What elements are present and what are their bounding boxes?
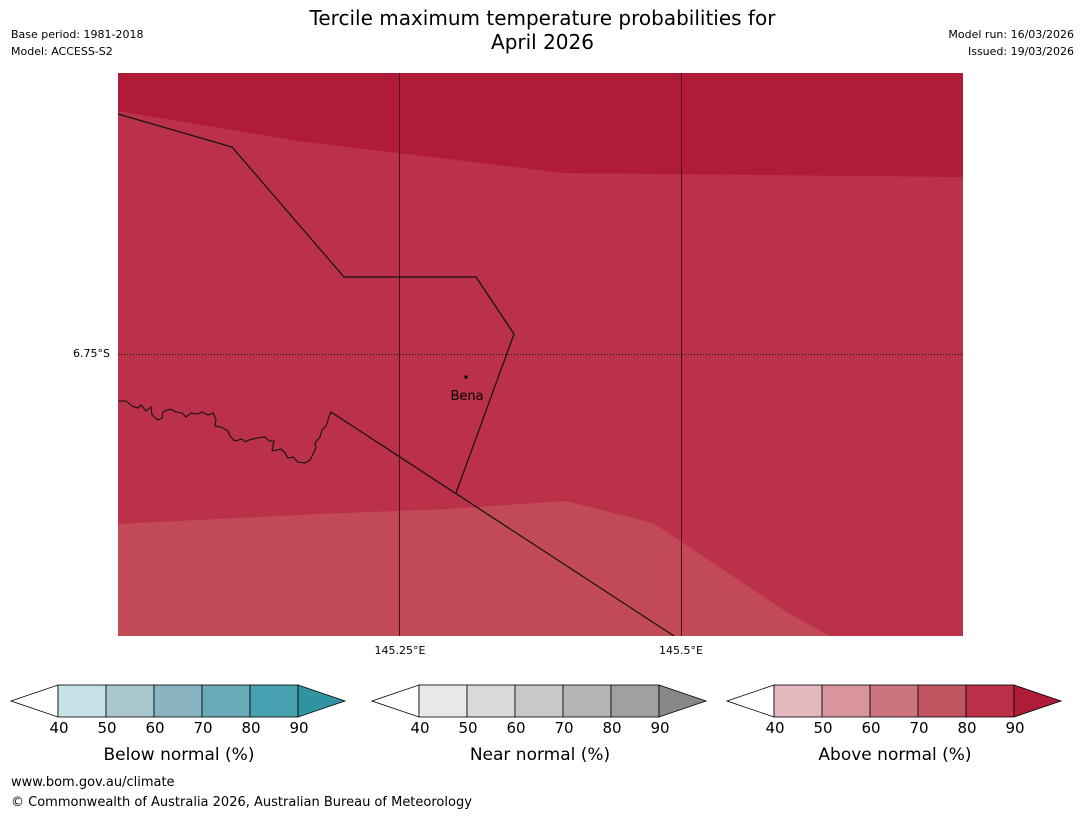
colorbar-segment: [869, 684, 919, 718]
colorbar-above: [726, 684, 1063, 718]
tick-label: 40: [49, 719, 69, 737]
colorbar-segment: [418, 684, 468, 718]
colorbar-extend-high: [297, 684, 347, 718]
tick-label: 80: [602, 719, 622, 737]
tick-label: 70: [554, 719, 574, 737]
colorbar-extend-low: [10, 684, 59, 718]
colorbar-segment: [610, 684, 660, 718]
colorbar-segment: [249, 684, 299, 718]
region-above-90: [118, 73, 963, 177]
tick-label: 60: [861, 719, 881, 737]
tick-label: 60: [506, 719, 526, 737]
colorbar-title-above: Above normal (%): [818, 745, 972, 765]
colorbar-extend-high: [1013, 684, 1063, 718]
meta-right: Model run: 16/03/2026 Issued: 19/03/2026: [948, 26, 1074, 60]
colorbar-extend-low: [371, 684, 420, 718]
title-line-1: Tercile maximum temperature probabilitie…: [309, 6, 776, 30]
colorbar-near: [371, 684, 708, 718]
colorbar-segment: [201, 684, 251, 718]
colorbar-segment: [773, 684, 823, 718]
coastline: [118, 400, 332, 464]
colorbar-segment: [965, 684, 1015, 718]
tick-label: 60: [145, 719, 165, 737]
title-line-2: April 2026: [491, 30, 594, 54]
tick-label: 80: [241, 719, 261, 737]
tick-label: 50: [813, 719, 833, 737]
bena-marker: [464, 375, 468, 379]
model-run: Model run: 16/03/2026: [948, 28, 1074, 41]
bena-label: Bena: [450, 389, 483, 404]
colorbar-segment: [514, 684, 564, 718]
forecast-map[interactable]: Bena: [118, 73, 963, 636]
longitude-label-2: 145.5°E: [659, 644, 703, 657]
tick-label: 50: [97, 719, 117, 737]
latitude-label: 6.75°S: [73, 347, 110, 360]
colorbar-segment: [57, 684, 107, 718]
tick-label: 70: [193, 719, 213, 737]
colorbar-extend-low: [726, 684, 775, 718]
colorbar-title-near: Near normal (%): [469, 745, 611, 765]
colorbar-segment: [821, 684, 871, 718]
tick-label: 40: [765, 719, 785, 737]
tick-label: 70: [909, 719, 929, 737]
colorbar-segment: [153, 684, 203, 718]
meta-left: Base period: 1981-2018 Model: ACCESS-S2: [11, 26, 143, 60]
tick-label: 90: [650, 719, 670, 737]
colorbar-title-below: Below normal (%): [103, 745, 255, 765]
colorbar-segment: [105, 684, 155, 718]
longitude-label-1: 145.25°E: [374, 644, 426, 657]
region-above-70: [118, 501, 830, 636]
province-boundary-south: [330, 411, 675, 636]
colorbar-segment: [562, 684, 612, 718]
chart-title: Tercile maximum temperature probabilitie…: [0, 6, 1085, 54]
tick-label: 90: [289, 719, 309, 737]
colorbar-extend-high: [658, 684, 708, 718]
colorbar-below: [10, 684, 347, 718]
tick-label: 40: [410, 719, 430, 737]
issued-date: Issued: 19/03/2026: [967, 45, 1074, 58]
colorbar-segment: [917, 684, 967, 718]
footer-url[interactable]: www.bom.gov.au/climate: [11, 775, 175, 790]
tick-label: 80: [957, 719, 977, 737]
model-name: Model: ACCESS-S2: [11, 45, 113, 58]
tick-label: 50: [458, 719, 478, 737]
base-period: Base period: 1981-2018: [11, 28, 144, 41]
tick-label: 90: [1005, 719, 1025, 737]
province-boundary: [118, 113, 515, 494]
colorbar-segment: [466, 684, 516, 718]
footer-copyright: © Commonwealth of Australia 2026, Austra…: [11, 795, 472, 810]
